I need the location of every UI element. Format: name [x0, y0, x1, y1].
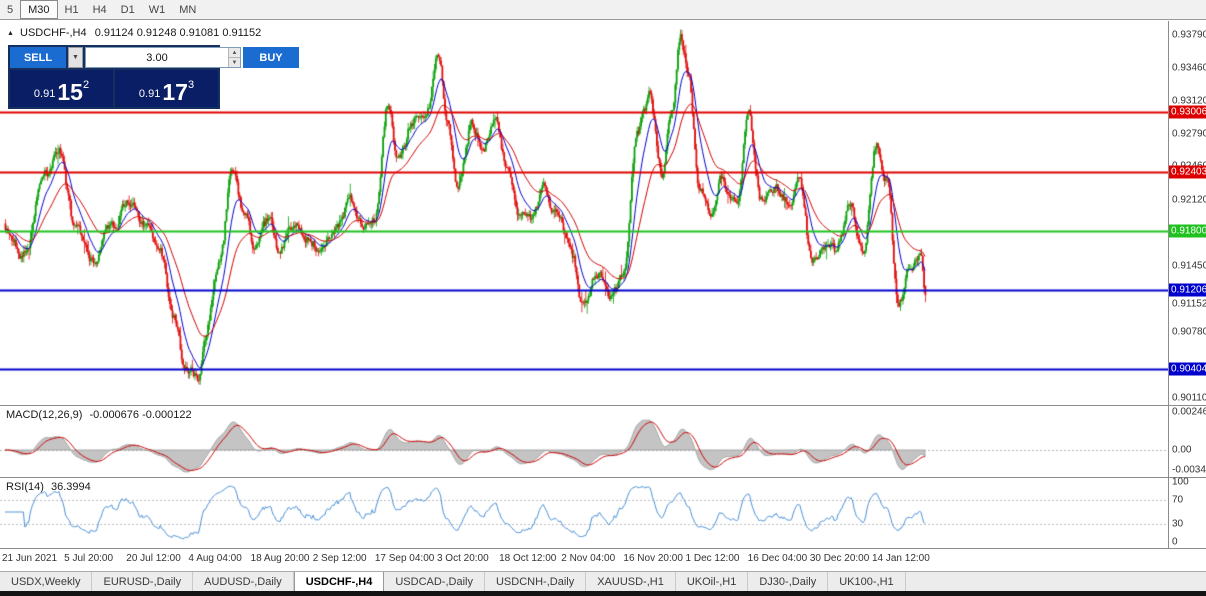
time-axis-label: 18 Aug 20:00 [250, 553, 310, 564]
time-axis-label: 16 Dec 04:00 [747, 553, 808, 564]
buy-price-big: 17 [162, 79, 188, 106]
sell-price-prefix: 0.91 [33, 88, 56, 100]
current-price-label: 0.91152 [1172, 298, 1206, 310]
volume-field-wrap: ▲ ▼ [85, 47, 241, 68]
panel-divider[interactable] [0, 477, 1206, 478]
price-tick-label: 0.92120 [1172, 194, 1206, 206]
rsi-axis-label: 100 [1172, 476, 1189, 488]
chart-tab-usdcad-daily[interactable]: USDCAD-,Daily [384, 572, 485, 591]
macd-values: -0.000676 -0.000122 [89, 409, 192, 421]
timeframe-button-w1[interactable]: W1 [148, 3, 166, 16]
rsi-axis-label: 0 [1172, 536, 1178, 548]
price-tick-label: 0.92790 [1172, 128, 1206, 140]
buy-price-prefix: 0.91 [138, 88, 161, 100]
rsi-label: RSI(14) 36.3994 [6, 481, 91, 493]
rsi-value: 36.3994 [50, 481, 91, 493]
hline-price-label: 0.92403 [1169, 165, 1206, 179]
chart-title-ohlc: 0.91124 0.91248 0.91081 0.91152 [94, 27, 262, 39]
price-tick-label: 0.91450 [1172, 260, 1206, 272]
chart-area: ▲ USDCHF-,H4 0.91124 0.91248 0.91081 0.9… [0, 21, 1206, 571]
timeframe-toolbar: 5 M30 H1 H4 D1 W1 MN [0, 0, 1206, 20]
rsi-axis-label: 70 [1172, 494, 1184, 506]
volume-dropdown-button[interactable]: ▼ [68, 47, 83, 68]
sell-button[interactable]: SELL [10, 47, 66, 68]
chart-title-symbol: USDCHF-,H4 [20, 27, 87, 39]
panel-divider[interactable] [0, 548, 1206, 549]
time-axis-label: 1 Dec 12:00 [685, 553, 740, 564]
macd-name: MACD(12,26,9) [6, 409, 83, 421]
sell-price-sup: 2 [82, 79, 90, 91]
chart-tab-uk100-h1[interactable]: UK100-,H1 [828, 572, 906, 591]
time-axis-label: 16 Nov 20:00 [623, 553, 683, 564]
time-axis-label: 17 Sep 04:00 [374, 553, 435, 564]
price-tick-label: 0.93790 [1172, 29, 1206, 41]
time-axis-label: 3 Oct 20:00 [436, 553, 489, 564]
timeframe-button-5[interactable]: 5 [7, 3, 14, 16]
hline-price-label: 0.90404 [1169, 362, 1206, 376]
time-axis-label: 21 Jun 2021 [2, 553, 58, 564]
macd-label: MACD(12,26,9) -0.000676 -0.000122 [6, 409, 192, 421]
chart-tab-usdx-weekly[interactable]: USDX,Weekly [0, 572, 93, 591]
chart-tabs-bar: USDX,Weekly EURUSD-,Daily AUDUSD-,Daily USD… [0, 571, 1206, 591]
chart-tab-eurusd-daily[interactable]: EURUSD-,Daily [92, 572, 194, 591]
stepper-up-icon[interactable]: ▲ [229, 48, 240, 58]
sell-price-box[interactable]: 0.91 15 2 [10, 70, 113, 107]
buy-price-box[interactable]: 0.91 17 3 [115, 70, 218, 107]
time-axis-label: 2 Nov 04:00 [561, 553, 616, 564]
time-axis-label: 4 Aug 04:00 [188, 553, 242, 564]
stepper-down-icon[interactable]: ▼ [229, 58, 240, 67]
price-tick-label: 0.93460 [1172, 62, 1206, 74]
timeframe-button-m30[interactable]: M30 [20, 0, 58, 19]
buy-button[interactable]: BUY [243, 47, 299, 68]
timeframe-button-h1[interactable]: H1 [64, 3, 79, 16]
hline-price-label: 0.91206 [1169, 283, 1206, 297]
time-axis-label: 18 Oct 12:00 [499, 553, 557, 564]
macd-indicator-canvas[interactable] [0, 406, 1168, 477]
hline-price-label: 0.93006 [1169, 105, 1206, 119]
chart-title: ▲ USDCHF-,H4 0.91124 0.91248 0.91081 0.9… [7, 27, 261, 39]
time-axis-label: 2 Sep 12:00 [312, 553, 367, 564]
macd-axis-label: 0.00246 [1172, 406, 1206, 418]
volume-input[interactable] [86, 48, 228, 67]
time-axis-label: 5 Jul 20:00 [64, 553, 114, 564]
chart-tab-usdchf-h4[interactable]: USDCHF-,H4 [293, 572, 385, 591]
macd-axis-label: 0.00 [1172, 444, 1192, 456]
sell-price-big: 15 [57, 79, 83, 106]
time-axis-label: 30 Dec 20:00 [809, 553, 870, 564]
chart-tab-xauusd-h1[interactable]: XAUUSD-,H1 [586, 572, 676, 591]
volume-stepper: ▲ ▼ [228, 48, 240, 67]
chart-expand-icon: ▲ [7, 30, 14, 37]
time-axis-label: 20 Jul 12:00 [126, 553, 181, 564]
chart-tab-audusd-daily[interactable]: AUDUSD-,Daily [193, 572, 294, 591]
chart-tab-usdcnh-daily[interactable]: USDCNH-,Daily [485, 572, 587, 591]
timeframe-button-d1[interactable]: D1 [120, 3, 135, 16]
rsi-name: RSI(14) [6, 481, 44, 493]
price-tick-label: 0.93120 [1172, 95, 1206, 107]
time-axis-label: 14 Jan 12:00 [871, 553, 930, 564]
rsi-indicator-canvas[interactable] [0, 478, 1168, 548]
timeframe-button-mn[interactable]: MN [179, 3, 197, 16]
window-bottom-edge [0, 591, 1206, 596]
chart-tab-ukoil-h1[interactable]: UKOil-,H1 [676, 572, 749, 591]
timeframe-button-h4[interactable]: H4 [92, 3, 107, 16]
macd-axis-label: -0.00345 [1172, 464, 1206, 476]
price-tick-label: 0.90110 [1172, 392, 1206, 404]
chevron-down-icon: ▼ [72, 54, 79, 61]
hline-price-label: 0.91800 [1169, 224, 1206, 238]
panel-divider[interactable] [0, 405, 1206, 406]
price-tick-label: 0.90780 [1172, 326, 1206, 338]
price-axis-border [1168, 21, 1169, 549]
buy-price-sup: 3 [187, 79, 195, 91]
one-click-trading-panel: SELL ▼ ▲ ▼ BUY 0.91 15 2 [8, 45, 299, 109]
chart-tab-dj30-daily[interactable]: DJ30-,Daily [748, 572, 829, 591]
rsi-axis-label: 30 [1172, 518, 1184, 530]
